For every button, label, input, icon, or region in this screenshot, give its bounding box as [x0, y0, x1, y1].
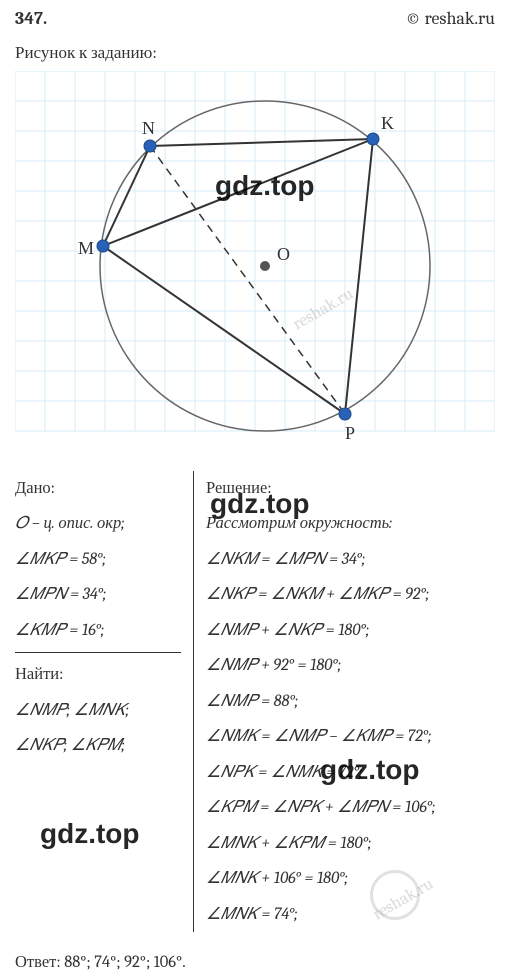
svg-text:M: M	[78, 238, 94, 258]
math-line: 𝑂 − ц. опис. окр;	[15, 506, 181, 541]
math-line: ∠𝑀𝑁𝐾 = 74°;	[206, 897, 495, 932]
geometry-diagram: O N K M P	[15, 71, 495, 451]
math-line: ∠𝑁𝑀𝑃 = 88°;	[206, 684, 495, 719]
math-line: ∠𝑀𝑁𝐾 + 106° = 180°;	[206, 861, 495, 896]
math-line: Рассмотрим окружность:	[206, 506, 495, 541]
divider	[15, 652, 181, 653]
right-column: Решение: Рассмотрим окружность:∠𝑁𝐾𝑀 = ∠𝑀…	[193, 471, 495, 932]
math-line: ∠𝐾𝑃𝑀 = ∠𝑁𝑃𝐾 + ∠𝑀𝑃𝑁 = 106°;	[206, 790, 495, 825]
left-column: Дано: 𝑂 − ц. опис. окр;∠𝑀𝐾𝑃 = 58°;∠𝑀𝑃𝑁 =…	[15, 471, 193, 932]
problem-number: 347.	[15, 8, 47, 29]
answer-row: Ответ: 88°; 74°; 92°; 106°.	[0, 937, 510, 977]
math-line: ∠𝑁𝑀𝐾 = ∠𝑁𝑀𝑃 − ∠𝐾𝑀𝑃 = 72°;	[206, 719, 495, 754]
solution-title: Решение:	[206, 471, 495, 506]
header: 347. © reshak.ru	[0, 0, 510, 33]
math-line: ∠𝑁𝑀𝑃 + ∠𝑁𝐾𝑃 = 180°;	[206, 613, 495, 648]
answer-label: Ответ:	[15, 953, 61, 972]
svg-text:O: O	[277, 244, 290, 264]
math-line: ∠𝐾𝑀𝑃 = 16°;	[15, 613, 181, 648]
math-line: ∠𝑁𝐾𝑃; ∠𝐾𝑃𝑀;	[15, 728, 181, 763]
figure-caption: Рисунок к заданию:	[0, 33, 510, 71]
math-line: ∠𝑀𝐾𝑃 = 58°;	[15, 542, 181, 577]
math-line: ∠𝑁𝑀𝑃; ∠𝑀𝑁𝐾;	[15, 693, 181, 728]
copyright: © reshak.ru	[405, 8, 495, 29]
math-line: ∠𝑁𝐾𝑃 = ∠𝑁𝐾𝑀 + ∠𝑀𝐾𝑃 = 92°;	[206, 577, 495, 612]
given-title: Дано:	[15, 471, 181, 506]
math-line: ∠𝑀𝑁𝐾 + ∠𝐾𝑃𝑀 = 180°;	[206, 826, 495, 861]
find-title: Найти:	[15, 657, 181, 692]
solution-content: Дано: 𝑂 − ц. опис. окр;∠𝑀𝐾𝑃 = 58°;∠𝑀𝑃𝑁 =…	[0, 451, 510, 937]
svg-text:N: N	[142, 118, 155, 138]
svg-text:K: K	[381, 113, 394, 133]
math-line: ∠𝑁𝑀𝑃 + 92° = 180°;	[206, 648, 495, 683]
math-line: ∠𝑁𝐾𝑀 = ∠𝑀𝑃𝑁 = 34°;	[206, 542, 495, 577]
svg-text:P: P	[345, 423, 355, 443]
math-line: ∠𝑀𝑃𝑁 = 34°;	[15, 577, 181, 612]
math-line: ∠𝑁𝑃𝐾 = ∠𝑁𝑀𝐾 = 72°;	[206, 755, 495, 790]
answer-text: 88°; 74°; 92°; 106°.	[64, 953, 185, 972]
